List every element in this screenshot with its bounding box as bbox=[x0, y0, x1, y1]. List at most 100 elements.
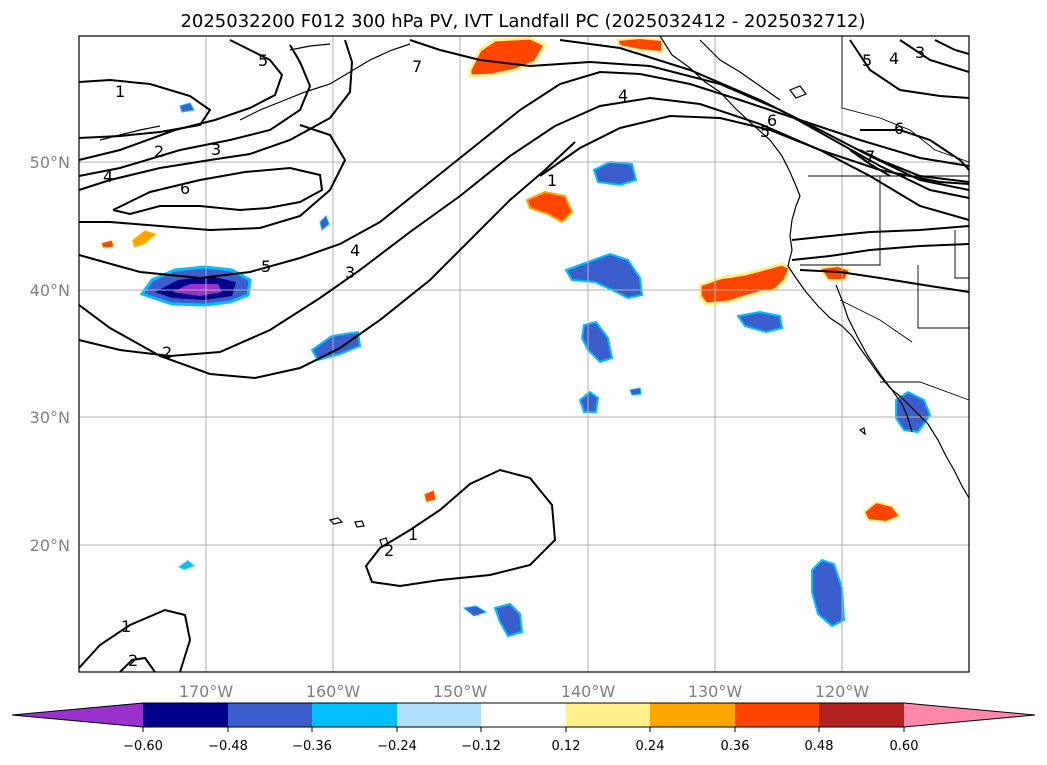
contour-3 bbox=[78, 44, 312, 177]
positive-anomaly-area bbox=[615, 36, 663, 54]
lon-label: 120°W bbox=[815, 682, 870, 701]
negative-anomaly-area bbox=[811, 558, 846, 628]
contour-label: 1 bbox=[408, 525, 418, 544]
contour-6 bbox=[112, 166, 324, 216]
contour-label: 5 bbox=[862, 51, 872, 70]
contour-label: 5 bbox=[760, 122, 770, 141]
contour-1 bbox=[78, 78, 212, 139]
contour-4 bbox=[78, 39, 354, 191]
colorbar-tick-label: −0.12 bbox=[461, 739, 501, 754]
contour-label: 2 bbox=[128, 651, 138, 670]
colorbar-segment bbox=[735, 703, 819, 727]
contour-2 bbox=[78, 39, 284, 161]
pv-contours bbox=[78, 39, 970, 673]
contour-label: 6 bbox=[180, 179, 190, 198]
lat-label: 40°N bbox=[30, 281, 70, 300]
contour-coast-east-3 bbox=[799, 269, 970, 293]
lat-label: 20°N bbox=[30, 536, 70, 555]
contour-1-ridge bbox=[539, 114, 970, 221]
colorbar-extend-low bbox=[12, 703, 143, 727]
graticule bbox=[79, 36, 969, 672]
lat-label: 50°N bbox=[30, 153, 70, 172]
lon-label: 140°W bbox=[561, 682, 616, 701]
negative-anomaly-area bbox=[895, 390, 932, 434]
contour-7-coast bbox=[859, 149, 970, 183]
colorbar-tick-label: −0.60 bbox=[123, 739, 163, 754]
contour-label: 2 bbox=[162, 343, 172, 362]
contour-ne-7 bbox=[849, 149, 891, 177]
map-frame bbox=[78, 35, 970, 673]
contour-ne-6 bbox=[860, 129, 970, 171]
colorbar-tick-label: 0.48 bbox=[805, 739, 834, 754]
positive-anomaly-area bbox=[468, 36, 548, 78]
contour-coast-east bbox=[791, 225, 970, 241]
contour-5-coast bbox=[409, 39, 970, 199]
contour-5 bbox=[79, 124, 347, 232]
ivt-anomaly-shading bbox=[100, 36, 932, 638]
contour-label: 7 bbox=[412, 57, 422, 76]
lon-label: 130°W bbox=[688, 682, 743, 701]
colorbar-tick-label: −0.36 bbox=[292, 739, 332, 754]
positive-anomaly-area bbox=[862, 500, 902, 524]
positive-anomaly-area bbox=[698, 262, 792, 306]
negative-anomaly-area bbox=[629, 387, 642, 396]
positive-anomaly-area bbox=[131, 229, 159, 249]
colorbar-segment bbox=[143, 703, 228, 727]
contour-label: 5 bbox=[258, 51, 268, 70]
contour-label: 4 bbox=[889, 49, 899, 68]
map-title: 2025032200 F012 300 hPa PV, IVT Landfall… bbox=[180, 11, 865, 32]
colorbar-segment bbox=[566, 703, 650, 727]
contour-label: 6 bbox=[767, 111, 777, 130]
contour-ne-3 bbox=[934, 39, 970, 55]
colorbar-tick-label: 0.36 bbox=[721, 739, 750, 754]
colorbar-ticks bbox=[142, 727, 905, 732]
colorbar-tick-label: 0.60 bbox=[890, 739, 919, 754]
latitude-labels: 50°N 40°N 30°N 20°N bbox=[30, 153, 70, 555]
colorbar-tick-label: −0.48 bbox=[208, 739, 248, 754]
colorbar-segment bbox=[819, 703, 904, 727]
contour-label: 3 bbox=[211, 140, 221, 159]
lat-label: 30°N bbox=[30, 408, 70, 427]
lon-label: 150°W bbox=[433, 682, 488, 701]
contour-2-sw bbox=[119, 656, 156, 673]
colorbar-segment bbox=[481, 703, 566, 727]
map-panel: 1 2 3 4 5 6 7 5 4 3 6 7 4 5 6 1 4 3 5 2 … bbox=[78, 35, 970, 673]
positive-anomaly-area bbox=[423, 489, 437, 503]
colorbar-segment bbox=[397, 703, 481, 727]
contour-label: 4 bbox=[618, 86, 628, 105]
contour-ne-5 bbox=[849, 39, 970, 99]
contour-label: 3 bbox=[915, 43, 925, 62]
contour-6-coast bbox=[559, 39, 970, 191]
contour-label: 2 bbox=[384, 541, 394, 560]
contour-coast-east-2 bbox=[791, 243, 970, 261]
colorbar-tick-label: 0.24 bbox=[636, 739, 665, 754]
lon-label: 160°W bbox=[306, 682, 361, 701]
negative-anomaly-area bbox=[564, 252, 644, 300]
contour-label: 1 bbox=[547, 171, 557, 190]
contour-label: 2 bbox=[154, 142, 164, 161]
contour-1-sw bbox=[78, 608, 192, 673]
longitude-labels: 170°W 160°W 150°W 140°W 130°W 120°W bbox=[179, 682, 870, 701]
contour-label: 7 bbox=[865, 147, 875, 166]
positive-anomaly-area bbox=[525, 190, 574, 224]
lon-label: 170°W bbox=[179, 682, 234, 701]
colorbar: −0.60 −0.48 −0.36 −0.24 −0.12 0.12 0.24 … bbox=[11, 702, 1036, 754]
colorbar-segment bbox=[312, 703, 397, 727]
contour-label: 4 bbox=[350, 241, 360, 260]
negative-anomaly-area bbox=[179, 102, 195, 113]
contour-ne-4 bbox=[899, 39, 970, 73]
colorbar-tick-label: 0.12 bbox=[552, 739, 581, 754]
colorbar-segment bbox=[228, 703, 312, 727]
negative-anomaly-area bbox=[462, 605, 488, 617]
colorbar-extend-high bbox=[904, 703, 1035, 727]
contour-label: 4 bbox=[103, 167, 113, 186]
contour-label: 5 bbox=[261, 257, 271, 276]
colorbar-tick-label: −0.24 bbox=[377, 739, 417, 754]
contour-2-west bbox=[78, 141, 576, 380]
contour-label: 1 bbox=[121, 617, 131, 636]
negative-anomaly-area bbox=[319, 215, 330, 231]
colorbar-segment bbox=[650, 703, 735, 727]
contour-label: 1 bbox=[115, 82, 125, 101]
contour-label: 3 bbox=[345, 263, 355, 282]
negative-anomaly-area bbox=[736, 310, 784, 334]
